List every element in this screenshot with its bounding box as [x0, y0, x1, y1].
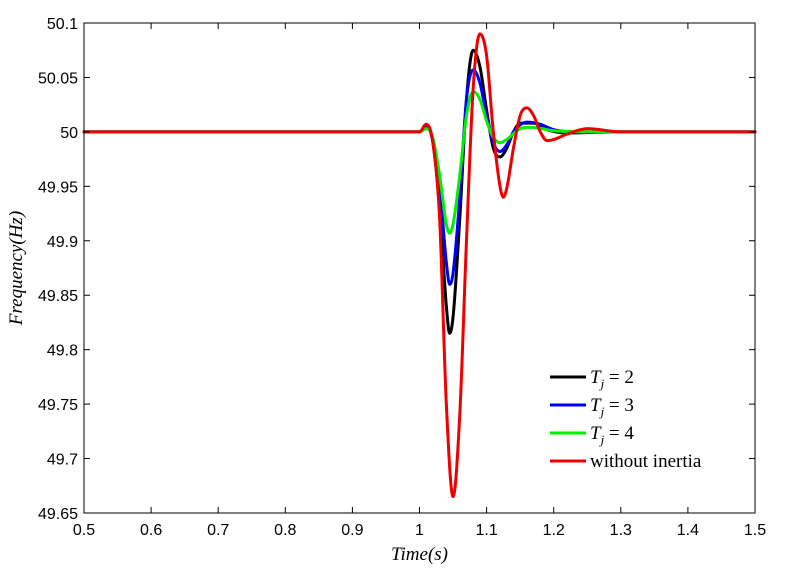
y-tick-label: 49.95 [38, 179, 78, 196]
legend-value: = 4 [604, 423, 634, 444]
y-tick-label: 49.9 [47, 234, 78, 251]
legend-value: = 2 [604, 367, 634, 388]
legend-entry: Tj = 2 [590, 367, 634, 391]
series-layer [82, 32, 757, 499]
x-tick-label: 0.6 [140, 522, 162, 539]
x-tick-label: 0.8 [274, 522, 296, 539]
ticks-layer: 0.5 0.6 0.7 0.8 0.9 1 1.1 1.2 1.3 1.4 1.5 49.65 49.7… [38, 16, 766, 539]
y-tick-label: 49.65 [38, 506, 78, 523]
x-tick-label: 0.9 [341, 522, 363, 539]
legend-entry: Tj = 3 [590, 395, 634, 419]
x-tick-label: 0.7 [207, 522, 229, 539]
legend-label: without inertia [590, 451, 702, 472]
x-tick-label: 1 [415, 522, 424, 539]
x-tick-label: 1.4 [677, 522, 699, 539]
y-tick-label: 50 [60, 125, 78, 142]
x-tick-label: 1.3 [610, 522, 632, 539]
legend-symbol: T [590, 367, 602, 388]
legend-subscript: j [599, 432, 605, 447]
y-axis-label: Frequency(Hz) [6, 211, 27, 326]
legend-entry: without inertia [590, 451, 702, 472]
legend-subscript: j [599, 404, 605, 419]
y-tick-label: 49.8 [47, 343, 78, 360]
y-tick-label: 50.1 [47, 16, 78, 33]
x-tick-label: 1.2 [543, 522, 565, 539]
x-tick-label: 1.5 [744, 522, 766, 539]
legend-value: = 3 [604, 395, 634, 416]
y-tick-label: 49.75 [38, 397, 78, 414]
legend-entry: Tj = 4 [590, 423, 634, 447]
legend-subscript: j [599, 376, 605, 391]
legend-symbol: T [590, 423, 602, 444]
series-line-4 [82, 32, 757, 499]
x-tick-label: 0.5 [73, 522, 95, 539]
x-axis-label: Time(s) [391, 544, 448, 565]
y-tick-label: 50.05 [38, 70, 78, 87]
legend-symbol: T [590, 395, 602, 416]
x-tick-label: 1.1 [475, 522, 497, 539]
y-tick-label: 49.85 [38, 288, 78, 305]
y-tick-label: 49.7 [47, 452, 78, 469]
